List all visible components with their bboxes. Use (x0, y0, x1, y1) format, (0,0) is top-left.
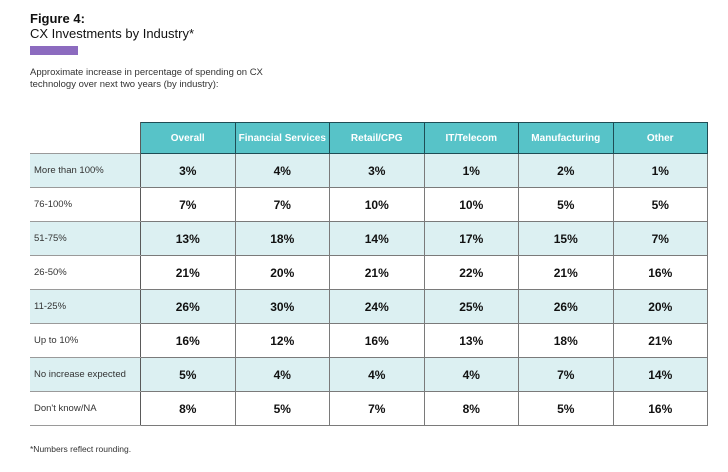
table-corner (30, 122, 141, 154)
column-header: IT/Telecom (423, 122, 519, 154)
value-cell: 14% (612, 357, 708, 392)
value-cell: 3% (140, 153, 236, 188)
column-header: Retail/CPG (329, 122, 425, 154)
value-cell: 21% (612, 323, 708, 358)
value-cell: 25% (423, 289, 519, 324)
table-row: More than 100% 3% 4% 3% 1% 2% 1% (30, 153, 708, 188)
value-cell: 16% (140, 323, 236, 358)
column-header: Financial Services (234, 122, 330, 154)
value-cell: 26% (140, 289, 236, 324)
table-body: More than 100% 3% 4% 3% 1% 2% 1% 76-100% 7% 7% 10%… (30, 153, 708, 426)
table-row: No increase expected 5% 4% 4% 4% 7% 14% (30, 357, 708, 392)
row-label: No increase expected (30, 357, 141, 392)
value-cell: 3% (329, 153, 425, 188)
cx-investment-table: Overall Financial Services Retail/CPG IT… (30, 122, 708, 426)
table-row: 76-100% 7% 7% 10% 10% 5% 5% (30, 187, 708, 222)
value-cell: 5% (518, 187, 614, 222)
figure-subtitle: Approximate increase in percentage of sp… (30, 67, 263, 90)
value-cell: 26% (518, 289, 614, 324)
value-cell: 30% (234, 289, 330, 324)
value-cell: 1% (423, 153, 519, 188)
table-row: 26-50% 21% 20% 21% 22% 21% 16% (30, 255, 708, 290)
value-cell: 21% (140, 255, 236, 290)
value-cell: 5% (612, 187, 708, 222)
row-label: 76-100% (30, 187, 141, 222)
value-cell: 7% (518, 357, 614, 392)
value-cell: 1% (612, 153, 708, 188)
column-header: Manufacturing (518, 122, 614, 154)
footnote: *Numbers reflect rounding. (30, 444, 132, 454)
value-cell: 15% (518, 221, 614, 256)
value-cell: 5% (234, 391, 330, 426)
row-label: 26-50% (30, 255, 141, 290)
value-cell: 12% (234, 323, 330, 358)
row-label: Don't know/NA (30, 391, 141, 426)
table-row: 11-25% 26% 30% 24% 25% 26% 20% (30, 289, 708, 324)
value-cell: 21% (329, 255, 425, 290)
value-cell: 20% (234, 255, 330, 290)
value-cell: 10% (423, 187, 519, 222)
value-cell: 13% (423, 323, 519, 358)
row-label: Up to 10% (30, 323, 141, 358)
value-cell: 7% (140, 187, 236, 222)
row-label: 51-75% (30, 221, 141, 256)
figure-title: CX Investments by Industry* (30, 26, 195, 41)
table-row: 51-75% 13% 18% 14% 17% 15% 7% (30, 221, 708, 256)
value-cell: 7% (612, 221, 708, 256)
row-label: 11-25% (30, 289, 141, 324)
value-cell: 5% (140, 357, 236, 392)
value-cell: 7% (329, 391, 425, 426)
value-cell: 14% (329, 221, 425, 256)
value-cell: 22% (423, 255, 519, 290)
value-cell: 24% (329, 289, 425, 324)
value-cell: 5% (518, 391, 614, 426)
value-cell: 10% (329, 187, 425, 222)
column-header: Overall (140, 122, 236, 154)
table-row: Up to 10% 16% 12% 16% 13% 18% 21% (30, 323, 708, 358)
value-cell: 13% (140, 221, 236, 256)
value-cell: 17% (423, 221, 519, 256)
value-cell: 4% (234, 357, 330, 392)
value-cell: 21% (518, 255, 614, 290)
value-cell: 18% (234, 221, 330, 256)
table-row: Don't know/NA 8% 5% 7% 8% 5% 16% (30, 391, 708, 426)
value-cell: 2% (518, 153, 614, 188)
value-cell: 16% (612, 255, 708, 290)
value-cell: 18% (518, 323, 614, 358)
accent-bar (30, 46, 78, 55)
value-cell: 7% (234, 187, 330, 222)
value-cell: 4% (234, 153, 330, 188)
column-header: Other (612, 122, 708, 154)
value-cell: 16% (329, 323, 425, 358)
value-cell: 16% (612, 391, 708, 426)
figure-label: Figure 4: (30, 11, 85, 26)
value-cell: 8% (140, 391, 236, 426)
table-header-row: Overall Financial Services Retail/CPG IT… (30, 122, 708, 154)
value-cell: 20% (612, 289, 708, 324)
value-cell: 4% (423, 357, 519, 392)
value-cell: 8% (423, 391, 519, 426)
row-label: More than 100% (30, 153, 141, 188)
value-cell: 4% (329, 357, 425, 392)
